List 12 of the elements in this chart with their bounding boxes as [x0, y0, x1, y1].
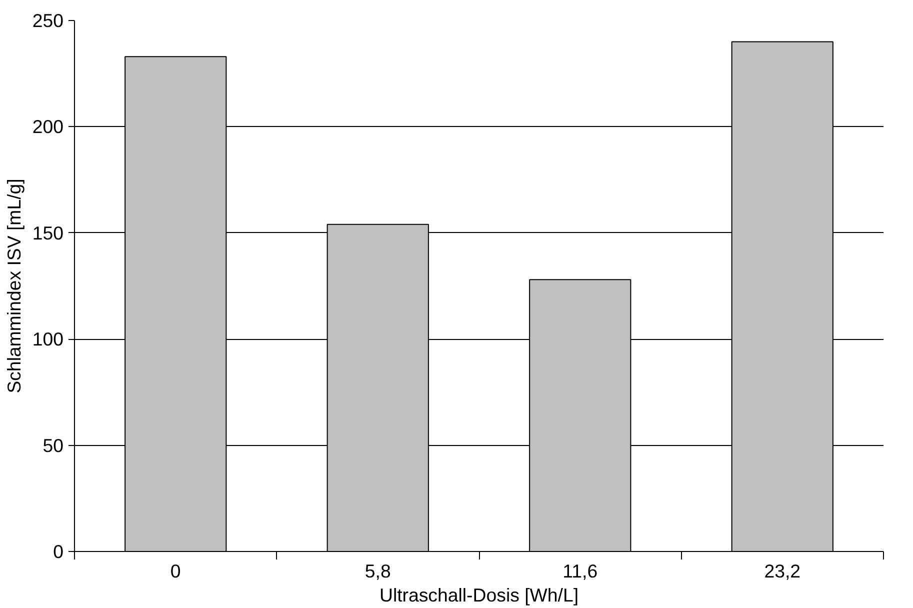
x-tick-label: 5,8	[364, 560, 391, 582]
x-tick-label: 0	[170, 560, 181, 582]
y-tick-label: 100	[32, 328, 64, 350]
y-tick-label: 50	[42, 434, 64, 456]
x-tick-label: 23,2	[764, 560, 801, 582]
y-tick-label: 200	[32, 116, 64, 138]
y-tick-label: 150	[32, 222, 64, 244]
y-axis-title: Schlammindex ISV [mL/g]	[3, 178, 24, 394]
x-tick-label: 11,6	[562, 560, 598, 582]
y-tick-label: 0	[53, 541, 64, 562]
y-tick-label: 250	[32, 10, 64, 31]
x-axis-title: Ultraschall-Dosis [Wh/L]	[379, 584, 579, 606]
